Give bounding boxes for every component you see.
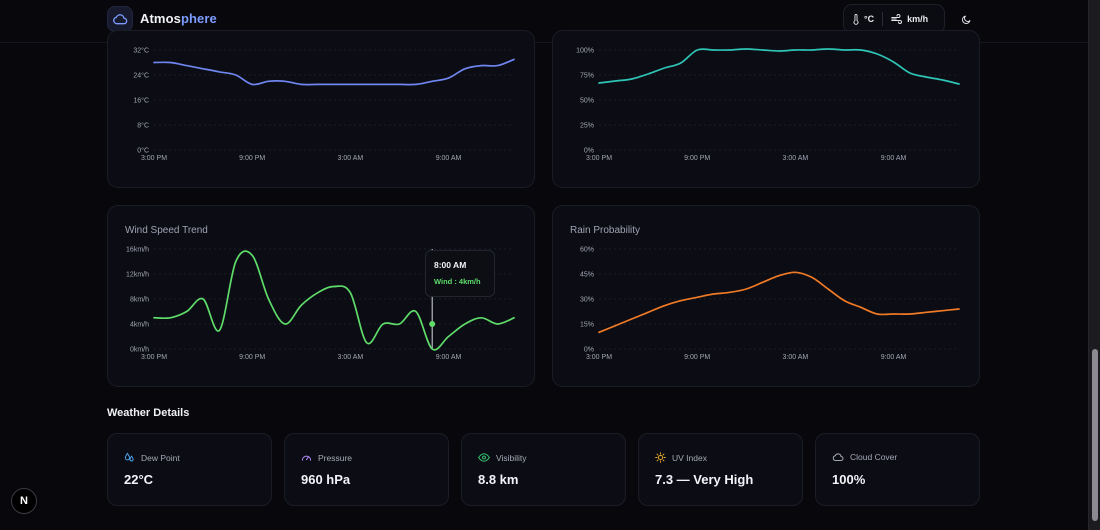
cloud-icon (113, 14, 128, 25)
pressure-label: Pressure (318, 452, 353, 463)
rain-chart-card: Rain Probability 60% 45% 30% 15% 0% 3:00 PM 9:… (552, 205, 980, 387)
brand-name[interactable]: Atmosphere (140, 11, 217, 26)
app-logo[interactable] (107, 6, 133, 32)
uv-index-label: UV Index (672, 452, 707, 463)
pressure-value: 960 hPa (301, 472, 351, 487)
temperature-chart: 32°C 24°C 16°C 8°C 0°C3:00 PM 9:00 PM 3:00 AM 9… (133, 47, 515, 162)
temp-unit-toggle[interactable]: °C (844, 13, 882, 25)
tooltip-time: 8:00 AM (434, 260, 467, 270)
y-tick-label: 25% (580, 123, 594, 130)
dew-point-card: Dew Point 22°C (107, 433, 272, 506)
y-tick-label: 16km/h (126, 247, 149, 254)
y-tick-label: 45% (580, 272, 594, 279)
x-tick-label: 9:00 PM (684, 155, 710, 162)
series-line (153, 250, 515, 351)
thermometer-icon (853, 13, 859, 25)
y-tick-label: 60% (580, 247, 594, 254)
brand-part-1: Atmos (140, 11, 181, 26)
series-line (153, 58, 515, 86)
uv-index-header: UV Index (655, 452, 707, 463)
x-tick-label: 9:00 PM (239, 155, 265, 162)
visibility-card: Visibility 8.8 km (461, 433, 626, 506)
cloud-cover-card: Cloud Cover 100% (815, 433, 980, 506)
rain-chart-title: Rain Probability (570, 225, 641, 236)
uv-index-card: UV Index 7.3 — Very High (638, 433, 803, 506)
y-tick-label: 100% (576, 48, 594, 55)
visibility-label: Visibility (496, 452, 527, 463)
moon-icon (961, 15, 970, 24)
wind-speed-chart[interactable]: 16km/h 12km/h 8km/h 4km/h 0km/h3:00 PM 9:00 P… (108, 206, 536, 388)
y-tick-label: 0% (584, 347, 594, 354)
weather-details-title: Weather Details (107, 407, 190, 419)
gauge-icon (301, 455, 312, 461)
y-tick-label: 12km/h (126, 272, 149, 279)
x-tick-label: 3:00 PM (586, 354, 612, 361)
x-tick-label: 3:00 AM (338, 155, 364, 162)
y-tick-label: 8km/h (130, 297, 149, 304)
active-point (429, 321, 436, 327)
wind-unit-label: km/h (907, 14, 929, 24)
dev-tools-button[interactable]: N (11, 488, 37, 514)
unit-divider (882, 12, 884, 26)
cloud-cover-header: Cloud Cover (832, 452, 897, 462)
y-tick-label: 15% (580, 322, 594, 329)
x-tick-label: 3:00 PM (141, 155, 167, 162)
cloud-cover-value: 100% (832, 472, 866, 487)
scrollbar-thumb[interactable] (1092, 349, 1098, 521)
y-tick-label: 24°C (133, 72, 149, 80)
theme-toggle-button[interactable] (955, 8, 977, 30)
y-tick-label: 4km/h (130, 322, 149, 329)
droplets-icon (124, 452, 134, 462)
brand-part-2: phere (180, 11, 217, 26)
series-line (598, 48, 960, 85)
dew-point-value: 22°C (124, 472, 154, 487)
pressure-card: Pressure 960 hPa (284, 433, 449, 506)
cloud-icon (832, 453, 844, 461)
visibility-header: Visibility (478, 452, 527, 463)
dew-point-header: Dew Point (124, 452, 180, 463)
y-tick-label: 0% (584, 148, 594, 155)
tooltip-value: Wind : 4km/h (434, 277, 481, 286)
wind-icon (891, 14, 903, 24)
page-scrollbar[interactable] (1088, 0, 1100, 530)
y-tick-label: 75% (580, 73, 594, 80)
eye-icon (478, 453, 490, 462)
x-tick-label: 9:00 AM (881, 155, 907, 162)
x-tick-label: 3:00 PM (141, 354, 167, 361)
x-tick-label: 3:00 AM (783, 354, 809, 361)
y-tick-label: 30% (580, 297, 594, 304)
x-tick-label: 9:00 AM (436, 155, 462, 162)
humidity-chart: 100% 75% 50% 25% 0%3:00 PM 9:00 PM 3:00 AM 9:00… (576, 48, 960, 162)
sun-icon (655, 452, 666, 463)
uv-index-value: 7.3 — Very High (655, 472, 754, 487)
temp-unit-label: °C (864, 14, 875, 24)
visibility-value: 8.8 km (478, 472, 519, 487)
y-tick-label: 50% (580, 98, 594, 105)
y-tick-label: 0°C (137, 147, 149, 155)
wind-chart-title: Wind Speed Trend (125, 225, 208, 236)
humidity-chart-card: 100% 75% 50% 25% 0% 3:00 PM 9:00 PM 3:00 AM 9:00… (552, 30, 980, 188)
unit-selector: °C km/h (843, 4, 945, 34)
temperature-chart-card: 32°C 24°C 16°C 8°C 0°C 3:00 PM 9:00 PM 3:00 AM 9… (107, 30, 535, 188)
x-tick-label: 9:00 AM (436, 354, 462, 361)
series-line (598, 271, 960, 334)
x-tick-label: 9:00 AM (881, 354, 907, 361)
x-tick-label: 3:00 AM (783, 155, 809, 162)
y-tick-label: 0km/h (130, 347, 149, 354)
x-tick-label: 3:00 AM (338, 354, 364, 361)
wind-unit-toggle[interactable]: km/h (883, 14, 936, 24)
x-tick-label: 3:00 PM (586, 155, 612, 162)
rain-probability-chart[interactable]: 60% 45% 30% 15% 0%3:00 PM 9:00 PM 3:00 AM 9:00 … (553, 206, 981, 388)
dew-point-label: Dew Point (141, 452, 180, 463)
x-tick-label: 9:00 PM (239, 354, 265, 361)
x-tick-label: 9:00 PM (684, 354, 710, 361)
y-tick-label: 16°C (133, 97, 149, 105)
cloud-cover-label: Cloud Cover (850, 452, 898, 462)
y-tick-label: 8°C (137, 122, 149, 130)
chart-tooltip: 8:00 AM Wind : 4km/h (425, 250, 495, 297)
y-tick-label: 32°C (133, 47, 149, 55)
pressure-header: Pressure (301, 452, 352, 463)
